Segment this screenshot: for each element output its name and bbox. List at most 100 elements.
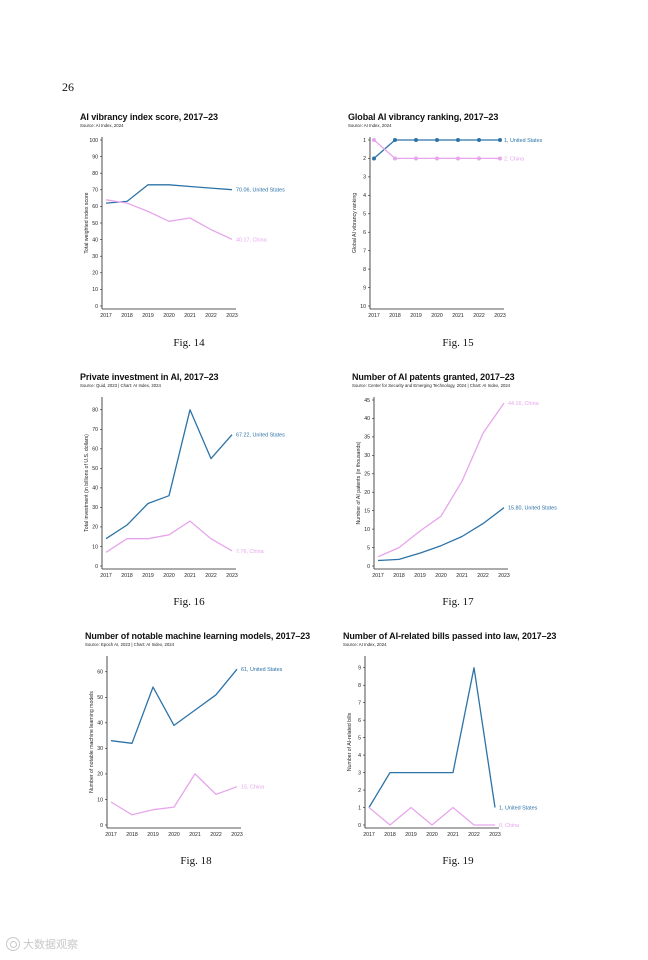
y-axis-label: Global AI vibrancy ranking xyxy=(352,193,358,253)
x-tick-label: 2023 xyxy=(498,573,510,579)
chart-title: AI vibrancy index score, 2017–23 xyxy=(80,112,218,122)
chart-plot: 0 5 10 15 20 25 30 35 40 45 2017 2018 2019 2020 2021 20… xyxy=(356,397,557,579)
x-tick-label: 2021 xyxy=(189,832,201,838)
y-tick-label: 2 xyxy=(358,788,361,794)
chart-title: Number of notable machine learning model… xyxy=(85,631,311,641)
chart-plot: 0 1 2 3 4 5 6 7 8 9 2017 2018 2019 2020 2021 2022 2023 Nu… xyxy=(347,656,538,838)
series-end-label: 15.80, United States xyxy=(508,506,557,512)
series-end-label: 67.22, United States xyxy=(236,433,285,439)
chart-source: Source: AI Index, 2024 xyxy=(343,642,387,647)
y-tick-label: 2 xyxy=(363,156,366,162)
x-tick-label: 2019 xyxy=(142,573,154,579)
y-tick-label: 10 xyxy=(364,527,370,533)
x-tick-label: 2017 xyxy=(372,573,384,579)
y-tick-label: 20 xyxy=(364,490,370,496)
y-tick-label: 50 xyxy=(97,695,103,701)
y-tick-label: 3 xyxy=(358,770,361,776)
figure-caption: Fig. 17 xyxy=(442,596,474,608)
y-axis-label: Number of notable machine learning model… xyxy=(89,691,95,793)
x-tick-label: 2022 xyxy=(468,832,480,838)
watermark-text: 大数据观察 xyxy=(23,939,78,951)
y-tick-label: 0 xyxy=(358,823,361,829)
series-line-united-states xyxy=(377,507,505,562)
data-point xyxy=(498,138,502,142)
x-tick-label: 2017 xyxy=(100,313,112,319)
y-axis-label: Number of AI patents (in thousands) xyxy=(356,441,362,524)
y-tick-label: 20 xyxy=(92,525,98,531)
data-point xyxy=(477,156,481,161)
x-tick-label: 2022 xyxy=(473,313,485,319)
series-line-china xyxy=(373,139,500,160)
series-line-china xyxy=(368,806,495,826)
series-end-label: 61, United States xyxy=(241,667,283,673)
y-tick-label: 70 xyxy=(92,427,98,433)
figure-caption: Fig. 19 xyxy=(442,855,474,867)
y-tick-label: 7 xyxy=(363,248,366,254)
series-line-china xyxy=(105,199,233,240)
figure-caption: Fig. 18 xyxy=(180,855,212,867)
y-tick-label: 30 xyxy=(92,254,98,260)
y-tick-label: 80 xyxy=(92,171,98,177)
y-tick-label: 20 xyxy=(92,271,98,277)
x-tick-label: 2019 xyxy=(405,832,417,838)
chart-title: Number of AI patents granted, 2017–23 xyxy=(352,372,515,382)
x-tick-label: 2019 xyxy=(410,313,422,319)
y-tick-label: 1 xyxy=(363,138,366,144)
chart-title: Number of AI-related bills passed into l… xyxy=(343,631,557,641)
series-line-united-states xyxy=(373,139,500,159)
y-tick-label: 4 xyxy=(363,193,366,199)
figure-caption: Fig. 16 xyxy=(173,596,205,608)
y-tick-label: 35 xyxy=(364,435,370,441)
y-tick-label: 5 xyxy=(363,212,366,218)
chart-panel-private-investment: Private investment in AI, 2017–23 Source… xyxy=(80,372,320,617)
x-tick-label: 2018 xyxy=(121,313,133,319)
series-line-china xyxy=(110,773,238,816)
x-tick-label: 2023 xyxy=(489,832,501,838)
y-tick-label: 50 xyxy=(92,466,98,472)
x-tick-label: 2020 xyxy=(168,832,180,838)
x-tick-label: 2022 xyxy=(210,832,222,838)
circle-logo-icon xyxy=(6,937,20,951)
y-tick-label: 5 xyxy=(358,735,361,741)
y-tick-label: 60 xyxy=(92,447,98,453)
y-tick-label: 60 xyxy=(92,204,98,210)
y-tick-label: 15 xyxy=(364,508,370,514)
y-tick-label: 60 xyxy=(97,670,103,676)
series-end-label: 0, China xyxy=(499,823,519,829)
x-tick-label: 2020 xyxy=(435,573,447,579)
y-tick-label: 4 xyxy=(358,753,361,759)
chart-title: Global AI vibrancy ranking, 2017–23 xyxy=(348,112,499,122)
x-tick-label: 2018 xyxy=(393,573,405,579)
series-end-label: 7.76, China xyxy=(236,549,264,555)
chart-title: Private investment in AI, 2017–23 xyxy=(80,372,219,382)
series-end-label: 70.06, United States xyxy=(236,188,285,194)
x-tick-label: 2021 xyxy=(452,313,464,319)
chart-plot: 0 10 20 30 40 50 60 70 80 2017 2018 2019 2020 2021 202… xyxy=(84,397,285,579)
figure-caption: Fig. 14 xyxy=(173,337,205,349)
x-tick-label: 2017 xyxy=(363,832,375,838)
y-tick-label: 80 xyxy=(92,408,98,414)
series-line-united-states xyxy=(105,184,233,204)
x-tick-label: 2021 xyxy=(456,573,468,579)
x-tick-label: 2023 xyxy=(226,313,238,319)
y-tick-label: 30 xyxy=(364,453,370,459)
series-line-united-states xyxy=(368,667,496,808)
x-tick-label: 2020 xyxy=(431,313,443,319)
chart-source: Source: Quid, 2023 | Chart: AI Index, 20… xyxy=(80,383,161,388)
y-tick-label: 45 xyxy=(364,398,370,404)
x-tick-label: 2023 xyxy=(231,832,243,838)
chart-plot: 0 10 20 30 40 50 60 70 80 90 100 2017 2018 2019 2020 20… xyxy=(84,137,285,319)
x-tick-label: 2020 xyxy=(163,573,175,579)
y-tick-label: 6 xyxy=(358,718,361,724)
chart-panel-ml-models: Number of notable machine learning model… xyxy=(85,631,325,876)
chart-panel-ai-patents: Number of AI patents granted, 2017–23 So… xyxy=(352,372,592,617)
x-tick-label: 2022 xyxy=(205,573,217,579)
chart-source: Source: AI Index, 2024 xyxy=(348,123,392,128)
series-line-united-states xyxy=(110,668,238,744)
y-tick-label: 6 xyxy=(363,230,366,236)
y-axis-label: Total weighted index score xyxy=(84,192,90,253)
y-tick-label: 40 xyxy=(92,486,98,492)
y-tick-label: 3 xyxy=(363,175,366,181)
y-tick-label: 0 xyxy=(95,564,98,570)
